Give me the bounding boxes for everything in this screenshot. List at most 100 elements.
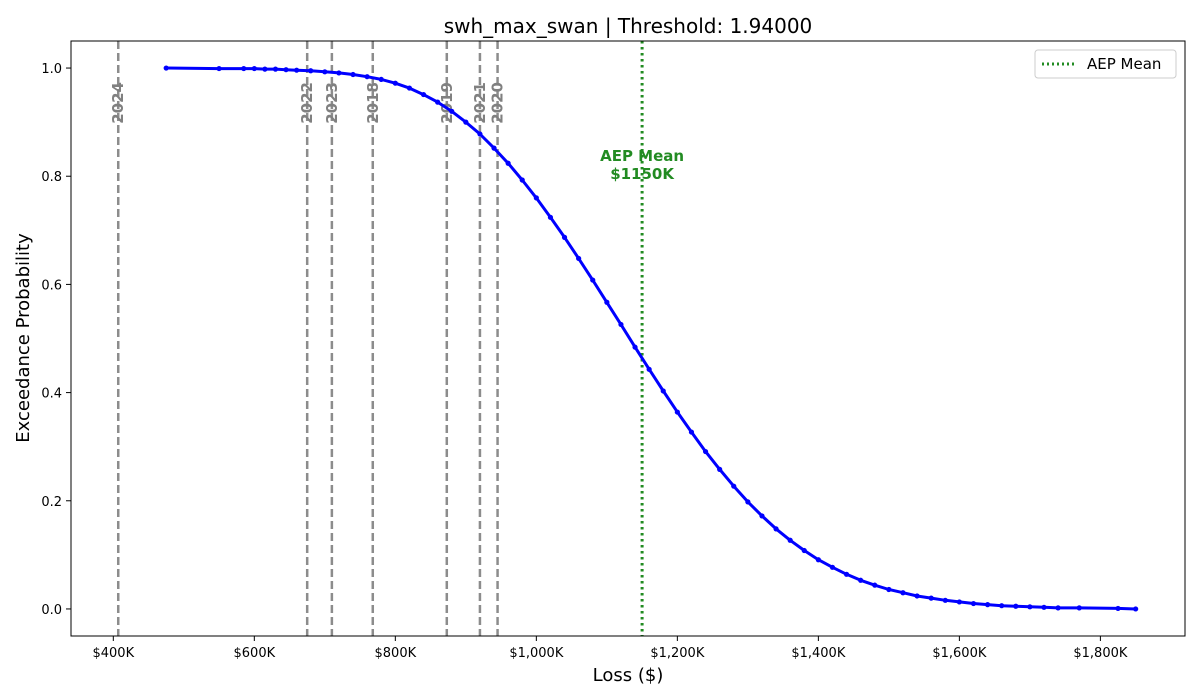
data-point	[547, 214, 554, 220]
data-point	[561, 234, 568, 240]
y-tick-label: 0.0	[41, 603, 62, 618]
data-point	[604, 299, 610, 305]
year-label-2018: 2018	[364, 82, 382, 124]
year-label-2020: 2020	[489, 82, 507, 124]
x-tick-label: $1,400K	[791, 646, 845, 661]
data-point	[251, 65, 257, 72]
year-label-2023: 2023	[323, 82, 341, 124]
x-tick-label: $1,000K	[509, 646, 563, 661]
data-point	[858, 577, 864, 583]
data-point	[731, 483, 737, 489]
data-point	[843, 571, 850, 577]
series-group	[163, 65, 1139, 612]
data-point	[773, 526, 779, 532]
data-point	[632, 344, 638, 350]
data-point	[283, 67, 289, 73]
data-point	[942, 597, 948, 603]
data-point	[420, 91, 427, 98]
data-point	[294, 67, 300, 73]
data-point	[1115, 605, 1121, 612]
data-point	[216, 65, 222, 72]
data-point	[533, 195, 539, 201]
data-point	[660, 388, 666, 394]
data-point	[970, 600, 977, 607]
aep-mean-value: $1150K	[610, 165, 675, 183]
data-point	[886, 586, 892, 593]
data-point	[308, 68, 314, 74]
data-point	[1076, 605, 1082, 611]
data-point	[505, 160, 511, 166]
aep-mean-line-group: AEP Mean$1150K	[600, 41, 684, 636]
data-point	[900, 590, 906, 596]
data-point	[1133, 606, 1139, 612]
data-point	[745, 499, 751, 505]
aep-mean-label: AEP Mean	[600, 147, 684, 165]
y-tick-label: 1.0	[41, 62, 62, 77]
data-point	[688, 429, 695, 435]
data-point	[702, 448, 709, 455]
data-point	[1013, 603, 1019, 609]
data-point	[1041, 604, 1047, 610]
data-point	[590, 277, 596, 283]
data-point	[646, 366, 652, 372]
data-point	[576, 255, 582, 262]
data-point	[999, 603, 1005, 609]
data-point	[928, 595, 934, 601]
y-tick-label: 0.6	[41, 278, 62, 293]
data-point	[1055, 605, 1061, 611]
x-axis-ticks: $400K $600K $800K $1,000K $1,200K $1,400K $1,6…	[92, 636, 1128, 661]
data-point	[519, 177, 525, 183]
chart-title: swh_max_swan | Threshold: 1.94000	[444, 14, 813, 38]
y-tick-label: 0.8	[41, 170, 62, 185]
x-tick-label: $1,800K	[1073, 646, 1127, 661]
year-lines: 2024 2022 2023 2018 2019 2021 2020	[109, 41, 507, 636]
data-point	[241, 65, 247, 72]
data-point	[406, 85, 413, 91]
x-tick-label: $1,200K	[650, 646, 704, 661]
year-label-2022: 2022	[298, 82, 316, 124]
x-axis-label: Loss ($)	[593, 665, 664, 686]
data-point	[272, 66, 279, 72]
data-point	[1027, 604, 1033, 610]
data-point	[449, 108, 455, 114]
y-tick-label: 0.4	[41, 387, 62, 402]
year-label-2024: 2024	[109, 82, 127, 124]
data-point	[322, 69, 328, 75]
data-point	[717, 466, 723, 472]
x-tick-label: $600K	[234, 646, 276, 661]
data-point	[364, 74, 370, 80]
x-tick-label: $400K	[92, 646, 134, 661]
legend: AEP Mean	[1034, 49, 1177, 79]
data-point	[435, 99, 441, 105]
y-tick-label: 0.2	[41, 495, 62, 510]
data-point	[350, 71, 356, 78]
data-point	[163, 65, 169, 71]
data-point	[759, 513, 765, 519]
legend-box	[1034, 49, 1177, 79]
data-point	[956, 599, 962, 605]
data-point	[815, 557, 821, 563]
data-point	[829, 564, 836, 570]
data-point	[378, 76, 384, 83]
data-point	[674, 409, 680, 415]
y-axis-ticks: 0.0 0.2 0.4 0.6 0.8 1.0	[41, 62, 71, 618]
legend-label-aep-mean: AEP Mean	[1087, 55, 1161, 73]
data-point	[477, 131, 483, 137]
data-point	[914, 593, 920, 599]
data-point	[618, 321, 624, 328]
plot-frame	[70, 40, 1186, 637]
data-point	[872, 582, 878, 588]
data-point	[491, 145, 497, 151]
x-tick-label: $1,600K	[932, 646, 986, 661]
data-point	[336, 70, 342, 76]
data-point	[392, 80, 398, 86]
year-label-2021: 2021	[471, 82, 489, 124]
data-point	[463, 119, 469, 125]
data-point	[984, 602, 991, 608]
data-point	[262, 66, 268, 72]
x-tick-label: $800K	[375, 646, 417, 661]
y-axis-label: Exceedance Probability	[13, 233, 34, 443]
data-point	[801, 547, 807, 554]
